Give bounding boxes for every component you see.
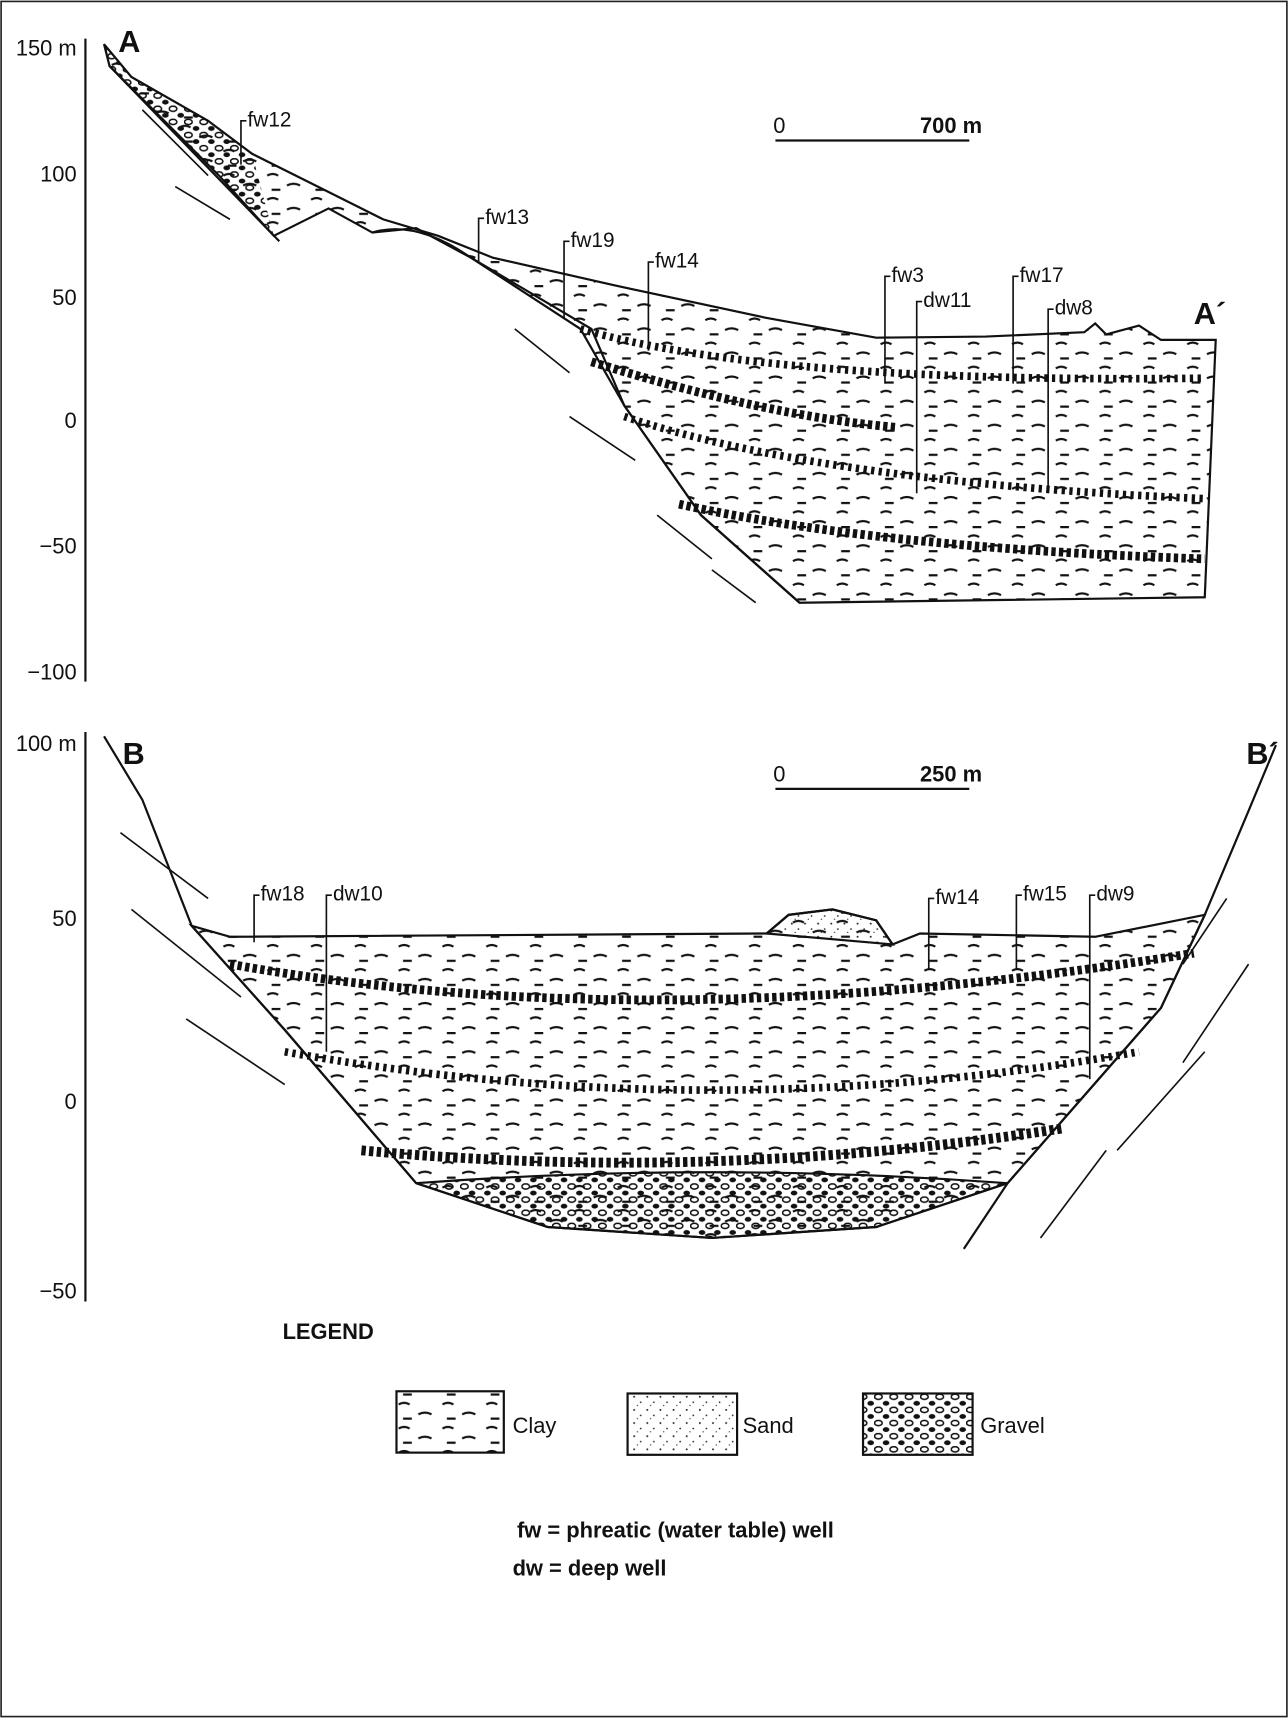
legend-item: Clay bbox=[513, 1413, 557, 1438]
well bbox=[240, 119, 247, 165]
sand-swatch bbox=[626, 1392, 739, 1456]
axis-label: −50 bbox=[40, 1278, 77, 1303]
well bbox=[563, 240, 570, 318]
well-label: fw18 bbox=[261, 883, 305, 906]
scale-zero: 0 bbox=[773, 762, 785, 787]
well bbox=[253, 894, 260, 943]
axis-label: 0 bbox=[64, 408, 76, 433]
well-label: fw13 bbox=[485, 206, 529, 229]
clay-swatch bbox=[395, 1390, 505, 1454]
well-label: dw9 bbox=[1096, 883, 1134, 906]
legend-item: Sand bbox=[743, 1413, 794, 1438]
well-label: dw8 bbox=[1055, 297, 1093, 320]
well-label: fw3 bbox=[892, 264, 924, 287]
section-a-geology bbox=[102, 43, 1217, 604]
axis-label: 50 bbox=[52, 285, 76, 310]
axis-label: 100 m bbox=[16, 731, 77, 756]
well bbox=[647, 261, 654, 351]
section-b-geology bbox=[103, 735, 1277, 1250]
well-label: fw14 bbox=[655, 250, 699, 273]
axis-label: −50 bbox=[40, 534, 77, 559]
well bbox=[477, 217, 485, 264]
gravel-swatch bbox=[861, 1392, 974, 1456]
section-start: B bbox=[123, 737, 145, 771]
scale-length: 700 m bbox=[920, 113, 982, 138]
scale-zero: 0 bbox=[773, 113, 785, 138]
well bbox=[1088, 894, 1096, 1080]
section-end: B´ bbox=[1246, 737, 1278, 771]
legend-item: Gravel bbox=[980, 1413, 1044, 1438]
well bbox=[915, 300, 923, 494]
well-label: fw14 bbox=[935, 886, 979, 909]
section-start: A bbox=[118, 25, 140, 59]
axis-label: −100 bbox=[27, 660, 76, 685]
well-label: dw10 bbox=[333, 883, 383, 906]
legend-title: LEGEND bbox=[283, 1319, 374, 1344]
well bbox=[1015, 894, 1022, 970]
legend-note: dw = deep well bbox=[513, 1556, 667, 1581]
well bbox=[1047, 308, 1054, 494]
well-label: fw19 bbox=[571, 229, 615, 252]
well-label: dw11 bbox=[923, 289, 971, 312]
well-label: fw17 bbox=[1020, 264, 1064, 287]
well bbox=[1012, 275, 1019, 384]
scale-length: 250 m bbox=[920, 762, 982, 787]
axis-label: 0 bbox=[64, 1089, 76, 1114]
axis-label: 100 bbox=[40, 161, 77, 186]
well-label: fw12 bbox=[248, 108, 292, 131]
well bbox=[927, 897, 935, 970]
axis-label: 150 m bbox=[16, 35, 77, 60]
legend-note: fw = phreatic (water table) well bbox=[517, 1517, 834, 1542]
well bbox=[325, 894, 332, 1052]
well-label: fw15 bbox=[1023, 883, 1067, 906]
section-end: A´ bbox=[1194, 297, 1226, 331]
axis-label: 50 bbox=[52, 906, 76, 931]
well bbox=[884, 275, 891, 384]
